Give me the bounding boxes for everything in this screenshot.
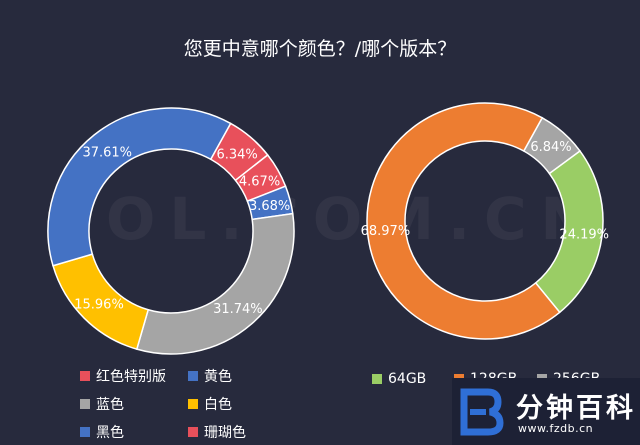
legend-item: 白色	[188, 395, 232, 413]
donut-slice-0-5	[47, 107, 232, 267]
brand-badge: 分钟百科 www.fzdb.cn	[452, 378, 640, 445]
legend-item: 红色特别版	[80, 367, 166, 385]
slice-data-label: 15.96%	[74, 297, 124, 312]
brand-name: 分钟百科	[516, 393, 636, 424]
legend-label: 珊瑚色	[204, 425, 246, 441]
storage-donut-chart: 6.84% 24.19% 68.97%	[361, 102, 609, 340]
donut-slice-0-3	[135, 212, 295, 355]
legend-swatch	[188, 371, 198, 381]
slice-data-label: 6.84%	[530, 140, 571, 155]
legend-item: 珊瑚色	[188, 423, 246, 441]
brand-url: www.fzdb.cn	[518, 422, 594, 435]
color-donut-chart: 6.34% 4.67% 3.68% 31.74% 15.96% 37.61%	[47, 107, 295, 355]
legend-label: 黑色	[96, 425, 124, 441]
donut-slice-1-2	[366, 102, 561, 340]
legend-swatch	[80, 427, 90, 437]
legend-item: 黑色	[80, 423, 124, 441]
legend-label: 64GB	[388, 371, 427, 387]
legend-item: 蓝色	[80, 395, 124, 413]
legend-swatch	[80, 371, 90, 381]
watermark: ZOL.COM.CN	[50, 185, 604, 253]
slice-data-label: 24.19%	[559, 227, 609, 242]
slice-data-label: 3.68%	[249, 199, 290, 214]
slice-data-label: 68.97%	[361, 224, 411, 239]
legend-label: 蓝色	[96, 397, 124, 413]
legend-swatch	[188, 399, 198, 409]
legend-item: 64GB	[372, 370, 426, 388]
legend-label: 红色特别版	[96, 369, 166, 385]
slice-data-label: 6.34%	[216, 147, 257, 162]
slice-data-label: 31.74%	[213, 302, 263, 317]
brand-logo-icon	[460, 388, 504, 436]
legend-label: 黄色	[204, 369, 232, 385]
legend-label: 白色	[204, 397, 232, 413]
slice-data-label: 4.67%	[239, 174, 280, 189]
chart-title: 您更中意哪个颜色？/哪个版本？	[183, 38, 457, 60]
slice-data-label: 37.61%	[82, 145, 132, 160]
legend-swatch	[372, 374, 382, 384]
legend-item: 黄色	[188, 367, 232, 385]
legend-swatch	[188, 427, 198, 437]
legend-swatch	[80, 399, 90, 409]
